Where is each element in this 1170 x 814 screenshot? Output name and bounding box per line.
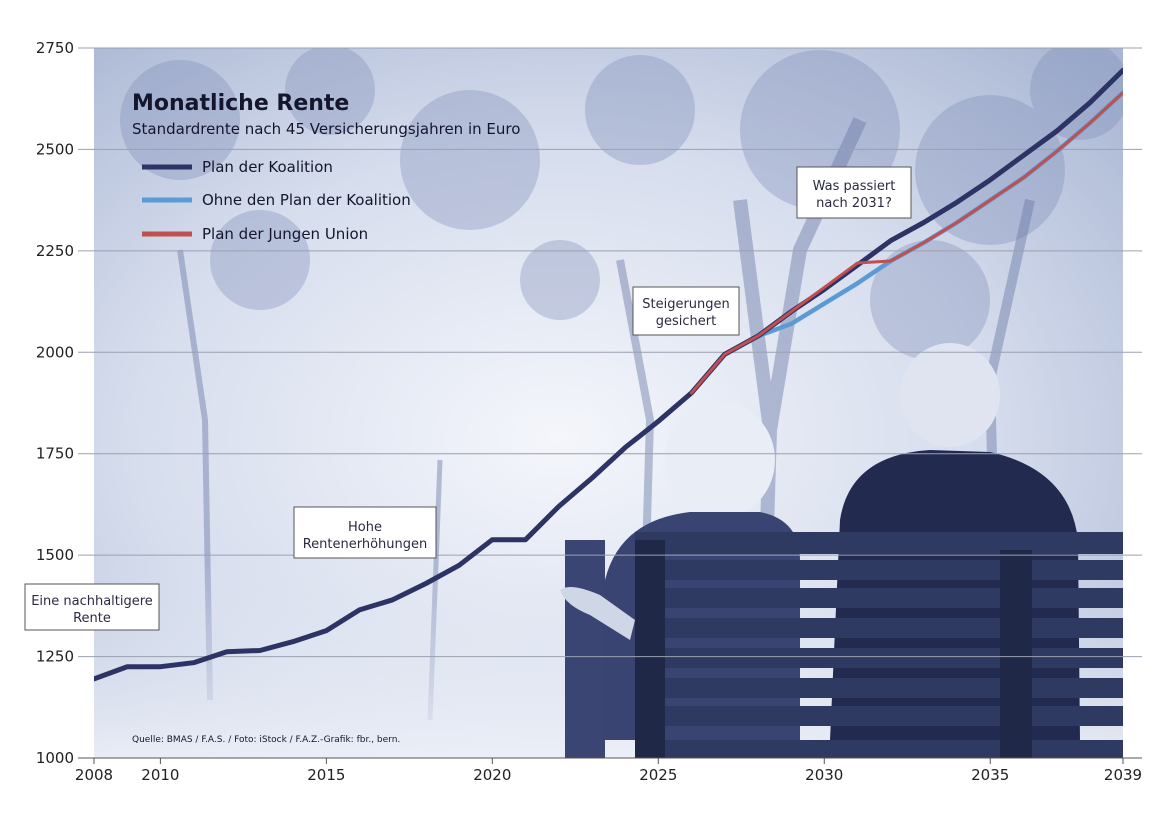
source-credit: Quelle: BMAS / F.A.S. / Foto: iStock / F…	[132, 735, 400, 745]
x-tick-label-2015: 2015	[307, 766, 345, 784]
series-layer	[94, 67, 1123, 682]
series-line-2	[690, 91, 1123, 395]
x-tick-label-2008: 2008	[75, 766, 113, 784]
annotation-passiert-line1: Was passiert	[813, 179, 896, 194]
legend-label-junge-union: Plan der Jungen Union	[202, 225, 368, 243]
x-tick-label-2030: 2030	[805, 766, 843, 784]
y-tick-label-1250: 1250	[36, 648, 74, 666]
series-line-0	[94, 67, 1123, 682]
annotation-passiert-line2: nach 2031?	[816, 196, 892, 211]
y-tick-label-2250: 2250	[36, 242, 74, 260]
annotation-erhoehung-line2: Rentenerhöhungen	[303, 537, 428, 552]
y-axis: 1000 1250 1500 1750 2000 2250 2500 2750	[36, 39, 74, 767]
annotation-nachhaltig-line1: Eine nachhaltigere	[31, 594, 153, 609]
annotation-steigerung-line1: Steigerungen	[642, 297, 730, 312]
annotation-passiert: Was passiert nach 2031?	[796, 166, 912, 219]
y-tick-label-1500: 1500	[36, 546, 74, 564]
annotation-nachhaltig-line2: Rente	[73, 611, 111, 626]
chart-subtitle: Standardrente nach 45 Versicherungsjahre…	[132, 120, 520, 138]
x-axis: 2008 2010 2015 2020 2025 2030 2035 2039	[75, 757, 1142, 784]
legend: Plan der Koalition Ohne den Plan der Koa…	[142, 158, 411, 243]
legend-label-koalition: Plan der Koalition	[202, 158, 333, 176]
y-tick-label-1000: 1000	[36, 749, 74, 767]
chart-title: Monatliche Rente	[132, 91, 349, 116]
y-tick-label-2750: 2750	[36, 39, 74, 57]
x-tick-label-2039: 2039	[1104, 766, 1142, 784]
legend-label-ohne-plan: Ohne den Plan der Koalition	[202, 191, 411, 209]
x-tick-label-2020: 2020	[473, 766, 511, 784]
annotation-erhoehung: Hohe Rentenerhöhungen	[293, 506, 437, 559]
x-tick-label-2010: 2010	[141, 766, 179, 784]
x-tick-label-2035: 2035	[971, 766, 1009, 784]
x-tick-label-2025: 2025	[639, 766, 677, 784]
y-tick-label-1750: 1750	[36, 445, 74, 463]
annotation-erhoehung-line1: Hohe	[348, 520, 382, 535]
y-tick-label-2000: 2000	[36, 343, 74, 361]
annotation-steigerung-line2: gesichert	[656, 314, 716, 329]
annotation-steigerung: Steigerungen gesichert	[632, 286, 740, 336]
y-tick-label-2500: 2500	[36, 140, 74, 158]
bench-image	[560, 532, 1123, 758]
annotation-nachhaltig: Eine nachhaltigere Rente	[24, 583, 160, 631]
